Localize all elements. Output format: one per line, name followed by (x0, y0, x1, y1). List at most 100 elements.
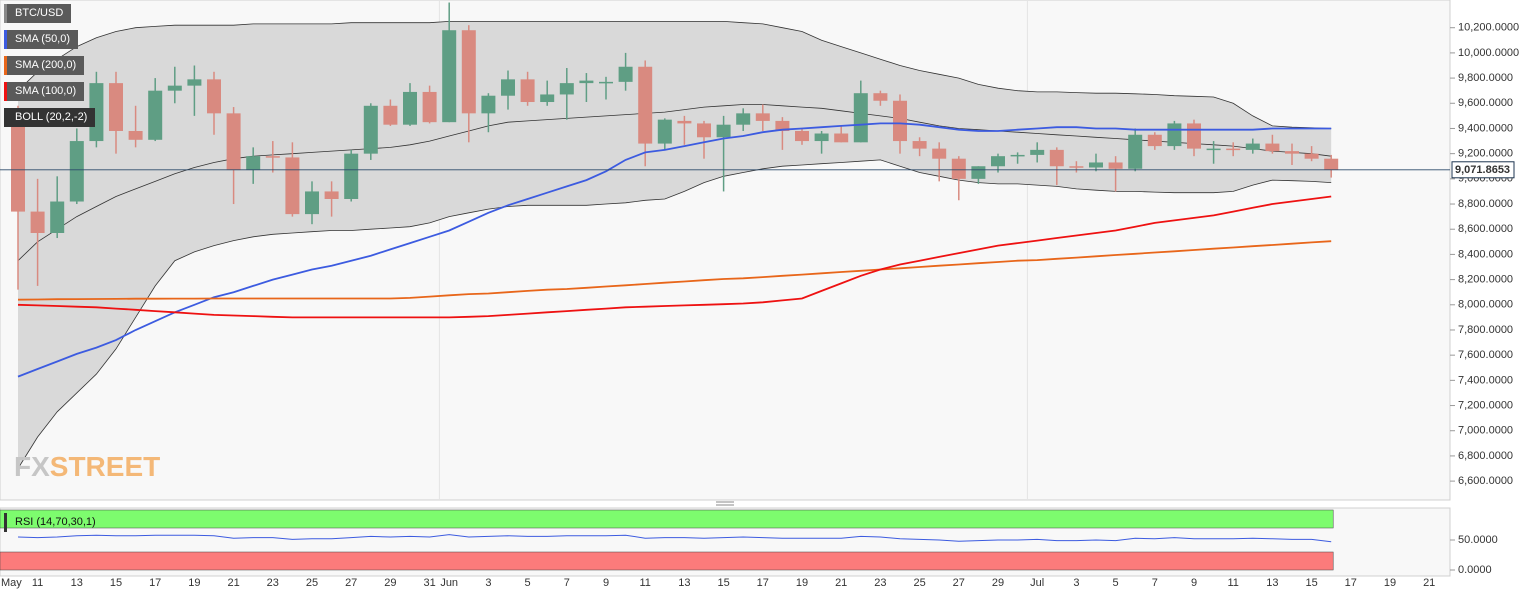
y-tick-label: 7,800.0000 (1458, 324, 1513, 336)
candle-body (697, 123, 711, 138)
candle-body (501, 79, 515, 96)
candle-body (795, 130, 809, 142)
candle-body (775, 120, 790, 131)
rsi-zone (0, 509, 1334, 529)
candle-body (1010, 154, 1025, 157)
y-tick-label: 9,800.0000 (1458, 72, 1513, 84)
x-tick-label: 21 (835, 577, 847, 589)
candle-body (305, 191, 319, 215)
y-tick-label: 7,600.0000 (1458, 349, 1513, 361)
candle-body (579, 80, 594, 84)
candle-body (1069, 166, 1084, 168)
candle-body (1030, 149, 1045, 155)
x-tick-label: May (1, 577, 22, 589)
candle-body (69, 141, 84, 202)
candle-body (853, 93, 868, 143)
candle-body (1167, 123, 1182, 147)
x-tick-label: Jul (1030, 577, 1044, 589)
watermark-part: STREET (50, 451, 160, 482)
candle-body (657, 119, 672, 144)
candle-body (226, 113, 241, 171)
candle-body (1245, 143, 1260, 150)
candle-body (677, 120, 692, 124)
x-tick-label: Jun (440, 577, 458, 589)
x-tick-label: 3 (1073, 577, 1079, 589)
x-tick-label: 13 (1266, 577, 1278, 589)
x-tick-label: 19 (1384, 577, 1396, 589)
candle-body (1049, 149, 1064, 167)
candle-body (618, 66, 633, 82)
candle-body (442, 30, 457, 123)
x-tick-label: 31 (423, 577, 435, 589)
x-tick-label: 25 (913, 577, 925, 589)
x-tick-label: 17 (1345, 577, 1357, 589)
candle-body (324, 191, 339, 199)
candle-body (128, 130, 143, 140)
legend-entry: SMA (200,0) (4, 56, 85, 75)
x-tick-label: 13 (71, 577, 83, 589)
candle-body (971, 166, 986, 179)
y-tick-label: 9,600.0000 (1458, 97, 1513, 109)
y-tick-label: 7,200.0000 (1458, 399, 1513, 411)
candle-body (814, 133, 829, 142)
watermark: FXSTREET (14, 451, 160, 482)
candle-body (716, 124, 731, 138)
legend-entry: SMA (100,0) (4, 82, 85, 101)
candle-body (344, 153, 359, 199)
candle-body (148, 90, 163, 140)
x-tick-label: 11 (32, 577, 43, 589)
y-tick-label: 6,800.0000 (1458, 450, 1513, 462)
x-tick-label: 23 (267, 577, 279, 589)
y-tick-label: 0.0000 (1458, 564, 1492, 576)
candle-body (30, 211, 45, 233)
candle-body (540, 94, 555, 103)
rsi-line (17, 534, 1332, 543)
x-tick-label: 29 (384, 577, 396, 589)
y-tick-label: 7,000.0000 (1458, 425, 1513, 437)
candle-body (50, 201, 65, 233)
candle-body (109, 83, 123, 131)
x-tick-label: 9 (603, 577, 609, 589)
candle-body (481, 95, 496, 114)
candle-body (1265, 143, 1280, 152)
x-tick-label: 15 (717, 577, 729, 589)
x-tick-label: 11 (639, 577, 650, 589)
candle-body (11, 124, 25, 212)
sma-line (17, 240, 1332, 301)
candle-body (873, 93, 888, 101)
candle-body (422, 91, 437, 123)
candle-body (246, 156, 261, 171)
watermark-part: FX (14, 451, 50, 482)
legend-entry: BOLL (20,2,-2) (4, 108, 96, 127)
x-tick-label: 11 (1227, 577, 1238, 589)
candle-body (1285, 151, 1299, 154)
x-tick-label: 21 (1423, 577, 1435, 589)
candle-body (599, 81, 613, 84)
y-tick-label: 8,000.0000 (1458, 299, 1513, 311)
candle-body (893, 100, 907, 142)
x-tick-label: 19 (796, 577, 808, 589)
y-tick-label: 8,600.0000 (1458, 223, 1513, 235)
x-tick-label: 15 (110, 577, 122, 589)
candle-body (207, 79, 221, 114)
bollinger-lower (17, 159, 1332, 469)
candle-body (1304, 153, 1319, 159)
candle-body (1108, 162, 1123, 169)
candle-body (1128, 134, 1143, 169)
candle-body (736, 113, 751, 125)
x-tick-label: 3 (485, 577, 491, 589)
x-tick-label: 7 (564, 577, 570, 589)
candle-body (1226, 148, 1241, 151)
x-tick-label: 27 (953, 577, 965, 589)
legend-rsi: RSI (14,70,30,1) (4, 513, 104, 532)
candle-body (187, 79, 202, 86)
x-tick-label: 27 (345, 577, 357, 589)
last-price-box (1451, 161, 1515, 179)
candle-body (1187, 123, 1201, 149)
y-tick-label: 8,400.0000 (1458, 248, 1513, 260)
candle-body (403, 91, 417, 125)
candle-body (461, 30, 476, 114)
y-tick-label: 7,400.0000 (1458, 374, 1513, 386)
